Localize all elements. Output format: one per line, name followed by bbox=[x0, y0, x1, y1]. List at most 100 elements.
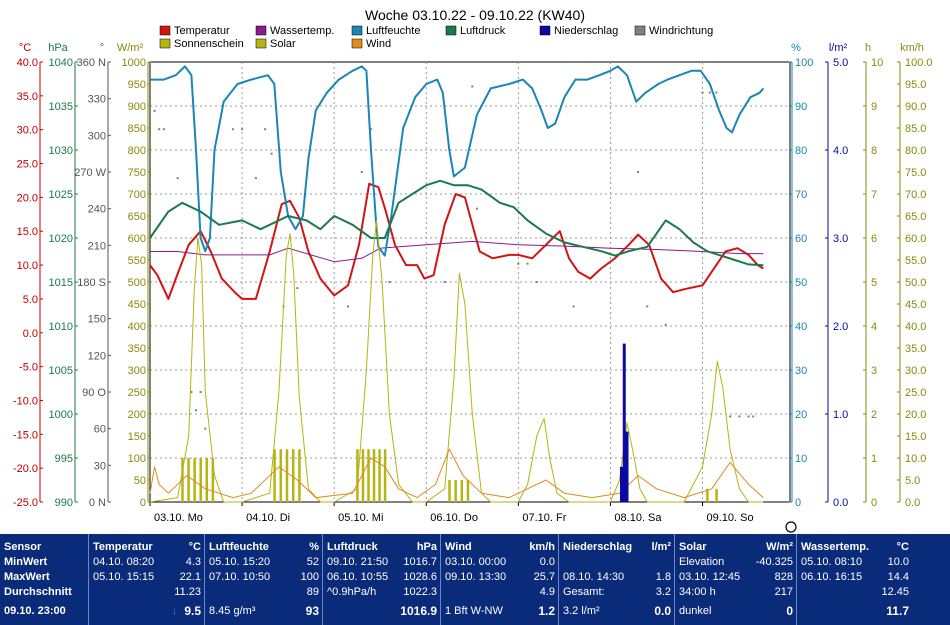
col-niederschlag: Niederschlag l/m² 08.10. 14:30 1.8 Gesamt: 3.… bbox=[558, 534, 675, 625]
sunshine-bar bbox=[193, 458, 196, 502]
sunshine-bar bbox=[356, 449, 359, 502]
sunshine-bar bbox=[291, 449, 295, 502]
axis-temperature-tick-label: 30.0 bbox=[17, 125, 38, 137]
temperatur-row: 04.10. 08:20 4.3 bbox=[93, 555, 201, 569]
legend-label: Temperatur bbox=[174, 25, 230, 37]
wind-direction-point bbox=[646, 305, 649, 308]
row-label-min: MinWert bbox=[4, 556, 48, 568]
niederschlag-row-value: 1.8 bbox=[655, 571, 671, 583]
axis-pressure-tick-label: 1035 bbox=[49, 101, 73, 113]
x-tick-label: 09.10. So bbox=[707, 512, 754, 524]
col-solar: Solar W/m² Elevation -40.325 03.10. 12:45 828… bbox=[674, 534, 797, 625]
axis-solar-tick-label: 900 bbox=[128, 101, 146, 113]
wind-direction-point bbox=[572, 305, 575, 308]
axis-sunshine-tick-label: 3 bbox=[871, 365, 877, 377]
axis-humidity-tick-label: 40 bbox=[795, 321, 807, 333]
luftdruck-row-label: 09.10. 21:50 bbox=[327, 556, 389, 568]
axis-wind-direction-tick-label: 0 N bbox=[89, 497, 106, 509]
axis-pressure-tick-label: 1000 bbox=[49, 409, 73, 421]
axis-solar-tick-label: 750 bbox=[128, 167, 146, 179]
axis-wind-tick-label: 5.0 bbox=[905, 475, 920, 487]
axis-solar-tick-label: 800 bbox=[128, 145, 146, 157]
wind-direction-point bbox=[241, 128, 244, 131]
solar-row: 03.10. 12:45 828 bbox=[679, 570, 793, 584]
wind-row-value: 25.7 bbox=[533, 571, 555, 583]
niederschlag-current-value: 0.0 bbox=[654, 604, 671, 618]
axis-solar-tick-label: 700 bbox=[128, 189, 146, 201]
luftdruck-header: Luftdruck bbox=[327, 541, 378, 553]
wind-direction-point bbox=[199, 391, 202, 393]
axis-temperature-tick-label: 10.0 bbox=[17, 260, 38, 272]
axis-rain-tick-label: 3.0 bbox=[833, 233, 848, 245]
grid bbox=[150, 62, 790, 502]
col-temperatur: Temperatur °C 04.10. 08:20 4.3 05.10. 15:15 2… bbox=[88, 534, 205, 625]
niederschlag-row: 08.10. 14:30 1.8 bbox=[563, 570, 671, 584]
axis-wind-direction-tick-label: 360 N bbox=[77, 57, 106, 69]
solar-row-value: 828 bbox=[774, 571, 793, 583]
rain-bar bbox=[625, 431, 629, 502]
axis-sunshine-tick-label: 6 bbox=[871, 233, 877, 245]
wind-direction-point bbox=[701, 91, 704, 94]
wind-direction-point bbox=[231, 128, 234, 131]
wassertemp-header-row: Wassertemp. °C bbox=[801, 540, 909, 554]
solar-row: 34:00 h 217 bbox=[679, 585, 793, 599]
axis-pressure-tick-label: 1020 bbox=[49, 233, 73, 245]
x-tick-label: 06.10. Do bbox=[430, 512, 478, 524]
sunshine-bar bbox=[285, 449, 289, 502]
niederschlag-footer-row: 3.2 l/m² 0.0 bbox=[563, 604, 671, 618]
niederschlag-row-label: 08.10. 14:30 bbox=[563, 571, 625, 583]
wind-direction-point bbox=[729, 415, 732, 418]
wind-header: Wind bbox=[445, 541, 472, 553]
legend-swatch bbox=[445, 25, 457, 36]
legend-swatch bbox=[159, 25, 171, 36]
sunshine-bar bbox=[205, 458, 209, 502]
axis-solar-tick-label: 450 bbox=[128, 299, 146, 311]
col-wassertemp: Wassertemp. °C 05.10. 08:10 10.0 06.10. 16:1… bbox=[796, 534, 913, 625]
wind-direction-point bbox=[296, 287, 299, 290]
axis-pressure-tick-label: 1025 bbox=[49, 189, 73, 201]
axis-rain-tick-label: 1.0 bbox=[833, 409, 848, 421]
axis-sunshine-tick-label: 4 bbox=[871, 321, 877, 333]
axis-temperature-tick-label: -5.0 bbox=[19, 362, 38, 374]
wind-direction-point bbox=[176, 177, 179, 180]
axis-solar-tick-label: 0 bbox=[140, 497, 146, 509]
wassertemp-row: 12.45 bbox=[801, 585, 909, 599]
wind-direction-point bbox=[204, 427, 207, 430]
x-tick-label: 03.10. Mo bbox=[154, 512, 203, 524]
axis-wind-tick-label: 40.0 bbox=[905, 321, 926, 333]
wind-direction-point bbox=[471, 85, 474, 88]
axis-unit-solar: W/m² bbox=[117, 42, 144, 54]
luftdruck-row: ^0.9hPa/h 1022.3 bbox=[327, 585, 437, 599]
axis-humidity-tick-label: 30 bbox=[795, 365, 807, 377]
wassertemp-unit: °C bbox=[896, 541, 909, 553]
scroll-handle[interactable] bbox=[785, 521, 797, 533]
legend-label: Windrichtung bbox=[649, 25, 713, 37]
axis-solar-tick-label: 500 bbox=[128, 277, 146, 289]
wind-header-row: Wind km/h bbox=[445, 540, 555, 554]
temperatur-footer-row: ↓ 9.5 bbox=[93, 604, 202, 618]
luftfeuchte-row: 05.10. 15:20 52 bbox=[209, 555, 319, 569]
legend: Temperatur Wassertemp. Luftfeuchte Luftdruc… bbox=[159, 25, 713, 50]
sunshine-bar bbox=[448, 480, 451, 502]
axis-wind-tick-label: 15.0 bbox=[905, 431, 926, 443]
wassertemp-row-value: 12.45 bbox=[881, 586, 909, 598]
axis-wind-tick-label: 85.0 bbox=[905, 123, 926, 135]
luftdruck-footer-row: 1016.9 bbox=[327, 604, 437, 618]
axis-pressure-tick-label: 1005 bbox=[49, 365, 73, 377]
solar-row-label: Elevation bbox=[679, 556, 725, 568]
wind-row-value: 4.9 bbox=[539, 586, 555, 598]
axis-solar-tick-label: 350 bbox=[128, 343, 146, 355]
wassertemp-row: 06.10. 16:15 14.4 bbox=[801, 570, 909, 584]
luftdruck-row-value: 1022.3 bbox=[403, 586, 437, 598]
axis-humidity-tick-label: 100 bbox=[795, 57, 813, 69]
axis-rain-tick-label: 0.0 bbox=[833, 497, 848, 509]
axis-pressure-tick-label: 1010 bbox=[49, 321, 73, 333]
series-luftfeuchte bbox=[150, 65, 765, 257]
wind-direction-point bbox=[153, 109, 156, 112]
axis-pressure-tick-label: 990 bbox=[55, 497, 73, 509]
sunshine-bar bbox=[378, 449, 381, 502]
axis-humidity-tick-label: 20 bbox=[795, 409, 807, 421]
axis-pressure-tick-label: 1030 bbox=[49, 145, 73, 157]
axis-solar-tick-label: 400 bbox=[128, 321, 146, 333]
axis-sunshine-tick-label: 2 bbox=[871, 409, 877, 421]
